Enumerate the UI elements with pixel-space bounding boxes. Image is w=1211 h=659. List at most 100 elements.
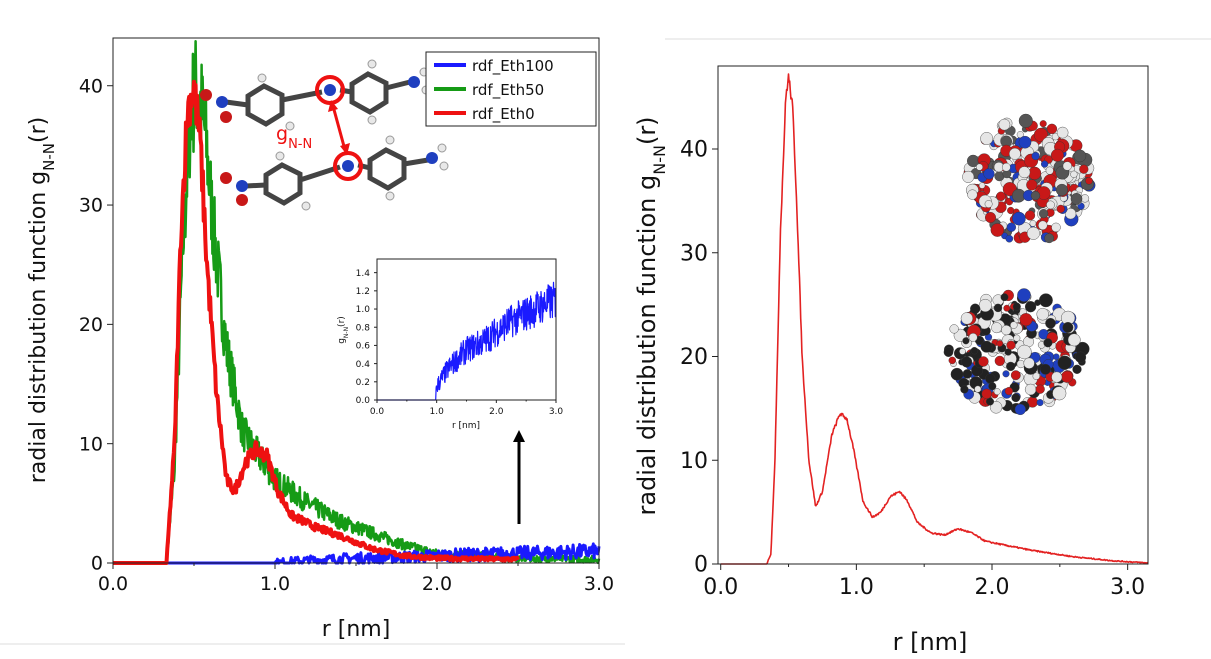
atom-sphere: [993, 303, 1003, 313]
y-tick-label: 0.8: [356, 323, 371, 333]
y-tick-label: 30: [79, 195, 103, 217]
y-tick-label: 10: [79, 433, 103, 455]
atom-sphere: [1023, 357, 1035, 369]
atom-sphere: [1079, 164, 1089, 174]
atom-sphere: [962, 337, 970, 345]
atom-sphere: [1046, 123, 1058, 135]
atom-sphere: [970, 347, 979, 355]
series-rdf-eth0-line: [111, 79, 520, 565]
atom-sphere: [970, 303, 981, 314]
right-plot-frame: [717, 65, 1149, 565]
dimer-molecule-illustration: gN-N: [200, 59, 449, 211]
atom-sphere: [1012, 302, 1021, 311]
x-tick-label: 1.0: [430, 407, 445, 417]
atom-sphere: [1051, 222, 1061, 233]
atom-sphere: [1026, 226, 1040, 240]
atom-sphere: [961, 356, 973, 368]
x-tick-label: 2.0: [422, 573, 452, 595]
y-tick-label: 1.0: [356, 305, 371, 315]
right-series-group: [720, 73, 1149, 565]
molecule-top: [200, 59, 431, 131]
atom-sphere: [980, 340, 993, 353]
atom-sphere: [1073, 149, 1087, 163]
nn-distance-arrow: [331, 105, 347, 151]
atom-sphere: [948, 356, 956, 365]
inset-series-line: [376, 281, 557, 401]
atom-sphere: [1038, 209, 1049, 219]
atom-sphere: [1062, 161, 1072, 171]
atom-sphere: [1017, 288, 1031, 302]
y-tick-label: 1.2: [356, 287, 370, 297]
atom-sphere: [981, 388, 992, 399]
right-x-axis-label: r [nm]: [893, 628, 968, 656]
right-axes: 0.0 1.0 2.0 3.0 0 10 20 30 40: [680, 138, 1145, 600]
atom-sphere: [983, 168, 995, 180]
atom-sphere: [1004, 387, 1014, 396]
nitrogen-highlight-ring-2: [333, 151, 363, 181]
atom-sphere: [960, 312, 974, 325]
atom-sphere: [974, 385, 982, 393]
legend-label-eth50: rdf_Eth50: [472, 81, 544, 100]
atom-sphere: [943, 347, 954, 357]
y-tick-label: 0.0: [356, 396, 371, 406]
atom-sphere: [1014, 403, 1026, 416]
atom-sphere: [1050, 148, 1064, 162]
atom-sphere: [1018, 135, 1032, 149]
atom-sphere: [978, 299, 992, 313]
atom-sphere: [1056, 204, 1065, 214]
atom-sphere: [976, 163, 984, 171]
inset-plot-frame: [376, 258, 557, 401]
atom-sphere: [1064, 208, 1077, 220]
atom-sphere: [1039, 293, 1053, 308]
inset-pointer-arrowhead: [513, 430, 525, 442]
molecular-cluster-bottom-image: [943, 288, 1090, 416]
inset-chart: 0.0 1.0 2.0 3.0 0.0 0.2 0.4 0.6 0.8 1.0 1.2 1.4 r […: [337, 258, 563, 431]
atom-sphere: [996, 191, 1006, 202]
y-tick-label: 40: [79, 75, 103, 97]
right-y-axis-label: radial distribution function gN-N(r): [633, 116, 669, 515]
left-rdf-chart: 0.0 1.0 2.0 3.0 0 10 20 30 40 r [nm] radial dist…: [26, 37, 614, 642]
right-rdf-chart: 0.0 1.0 2.0 3.0 0 10 20 30 40 r [nm] radial dist…: [633, 65, 1149, 656]
atom-sphere: [1030, 191, 1041, 201]
atom-sphere: [1006, 340, 1016, 350]
atom-sphere: [962, 369, 972, 379]
atom-sphere: [1053, 353, 1060, 361]
x-tick-label: 1.0: [260, 573, 290, 595]
atom-sphere: [1035, 384, 1045, 394]
atom-sphere: [950, 367, 964, 381]
atom-sphere: [996, 340, 1004, 347]
x-tick-label: 2.0: [975, 575, 1010, 600]
atom-sphere: [1074, 351, 1087, 363]
atom-sphere: [985, 373, 996, 384]
atom-sphere: [1018, 166, 1031, 179]
atom-sphere: [1012, 211, 1026, 226]
atom-sphere: [1067, 333, 1081, 347]
atom-sphere: [1045, 166, 1054, 175]
atom-sphere: [980, 132, 994, 145]
atom-sphere: [989, 401, 1003, 414]
atom-sphere: [1045, 317, 1056, 329]
atom-sphere: [994, 355, 1005, 367]
atom-sphere: [991, 322, 1002, 334]
atom-sphere: [993, 388, 1001, 395]
x-tick-label: 2.0: [489, 407, 504, 417]
x-tick-label: 0.0: [98, 573, 128, 595]
atom-sphere: [1056, 126, 1069, 139]
molecule-bottom: [220, 135, 449, 211]
y-tick-label: 30: [680, 241, 708, 266]
atom-sphere: [988, 382, 997, 391]
nitrogen-highlight-ring: [315, 75, 345, 105]
atom-sphere: [1040, 160, 1049, 168]
left-x-axis-label: r [nm]: [322, 617, 391, 642]
atom-sphere: [1018, 113, 1033, 128]
y-tick-label: 0.4: [356, 360, 371, 370]
y-tick-label: 10: [680, 449, 708, 474]
left-legend: rdf_Eth100 rdf_Eth50 rdf_Eth0: [425, 51, 597, 127]
atom-sphere: [967, 189, 978, 200]
atom-sphere: [1010, 321, 1018, 329]
inset-series-group: [376, 281, 557, 401]
atom-sphere: [1005, 234, 1014, 243]
atom-sphere: [1017, 344, 1032, 360]
gnn-annotation: gN-N: [276, 123, 312, 152]
